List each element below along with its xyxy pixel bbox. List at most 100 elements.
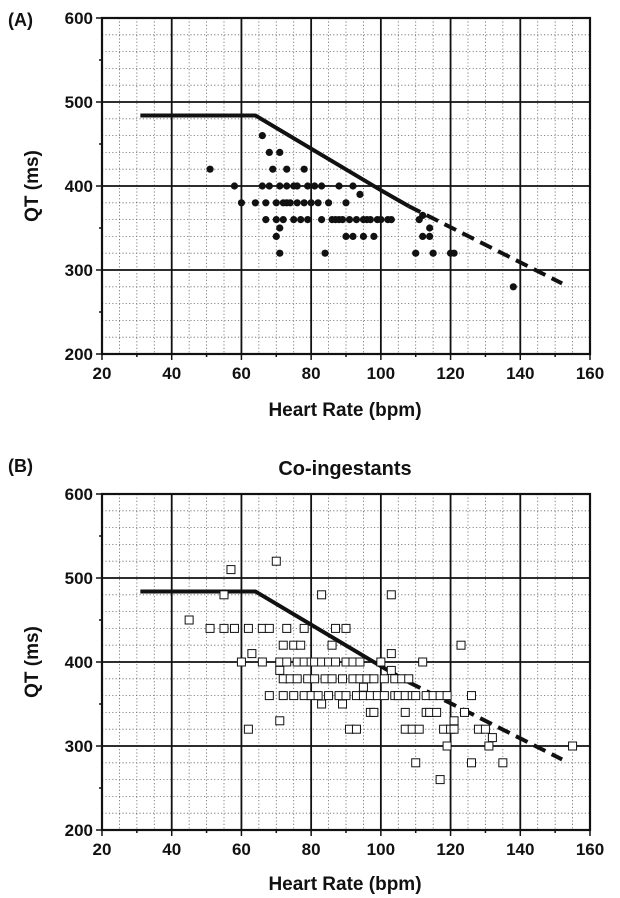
panel-a-data-point	[345, 216, 354, 224]
panel-b-data-point	[487, 733, 497, 743]
panel-b-data-point	[226, 565, 236, 575]
panel-a-x-tick-label: 20	[93, 364, 112, 383]
panel-a-y-axis-label: QT (ms)	[22, 150, 43, 222]
panel-a-data-point	[272, 216, 280, 224]
panel-a-data-point	[304, 216, 312, 224]
panel-a-data-point	[412, 249, 420, 257]
panel-b-data-point	[243, 623, 253, 633]
panel-b-data-point	[278, 691, 288, 701]
panel-a-data-point	[297, 216, 305, 224]
panel-b-y-tick-label: 400	[65, 653, 93, 672]
panel-a-data-point	[265, 182, 273, 190]
panel-a-x-tick-label: 60	[232, 364, 251, 383]
panel-b-data-point	[184, 615, 194, 625]
panel-a-data-point	[283, 165, 291, 173]
panel-a-nomogram-line	[140, 113, 564, 286]
panel-b-x-tick-label: 120	[436, 840, 464, 859]
panel-b-grid	[96, 492, 592, 836]
panel-a-data-point	[356, 190, 364, 198]
panel-b-data-point	[264, 691, 274, 701]
panel-b-y-axis-label: QT (ms)	[22, 626, 43, 698]
panel-b-data-point	[568, 741, 578, 751]
panel-a-data-point	[387, 216, 395, 224]
panel-b-data-point	[376, 657, 386, 667]
panel-b-data-point	[219, 623, 229, 633]
panel-a-x-tick-label: 160	[576, 364, 604, 383]
panel-b-data-point	[324, 691, 334, 701]
panel-b-data-point	[275, 665, 285, 675]
panel-a-data-point	[352, 216, 361, 224]
panel-a-data-point	[265, 148, 273, 156]
panel-b-x-axis-label: Heart Rate (bpm)	[268, 874, 421, 895]
panel-b-data-point	[317, 699, 327, 709]
panel-a-data-point	[300, 199, 308, 207]
panel-a-plot-frame	[100, 16, 592, 356]
panel-b-data-point	[292, 674, 302, 684]
panel-b-data-point	[411, 691, 421, 701]
panel-b-data-point	[484, 741, 494, 751]
panel-a-data-point	[349, 182, 357, 190]
panel-b-data-points	[184, 556, 578, 785]
panel-a-data-point	[279, 216, 287, 224]
panel-a-data-point	[314, 199, 322, 207]
panel-a-x-axis-label: Heart Rate (bpm)	[268, 400, 421, 421]
panel-a-data-point	[269, 165, 277, 173]
panel-b-data-point	[289, 691, 299, 701]
panel-b-data-point	[264, 623, 274, 633]
panel-b-x-tick-label: 20	[93, 840, 112, 859]
panel-b-data-point	[358, 682, 368, 692]
panel-b-data-point	[338, 699, 348, 709]
panel-b-x-tick-label: 60	[232, 840, 251, 859]
panel-b-data-point	[449, 724, 459, 734]
panel-b-y-tick-label: 500	[65, 569, 93, 588]
panel-b-data-point	[278, 640, 288, 650]
panel-a-y-tick-label: 600	[65, 9, 93, 28]
panel-a-x-tick-labels: 20 40 60 80 100 120 140 160	[93, 364, 605, 383]
panel-a-data-point	[272, 199, 280, 207]
panel-a-data-point	[429, 249, 437, 257]
panel-b-x-tick-label: 80	[302, 840, 321, 859]
panel-a-data-point	[300, 165, 308, 173]
panel-b-data-point	[282, 623, 292, 633]
panel-b-data-point	[296, 640, 306, 650]
panel-b-data-point	[449, 716, 459, 726]
panel-a-data-point	[377, 216, 385, 224]
panel-a-data-point	[324, 199, 333, 207]
panel-a-data-point	[509, 283, 517, 291]
panel-b-y-tick-label: 600	[65, 485, 93, 504]
panel-a-data-point	[286, 199, 294, 207]
panel-a-data-point	[258, 182, 266, 190]
panel-b-data-point	[435, 775, 445, 785]
panel-b-y-tick-labels: 200 300 400 500 600	[65, 485, 93, 840]
panel-a-data-point	[321, 249, 329, 257]
panel-b-data-point	[243, 724, 253, 734]
panel-b-data-point	[341, 623, 351, 633]
panel-b-data-point	[460, 707, 470, 717]
panel-b-data-point	[379, 691, 389, 701]
panel-a-data-point	[419, 232, 427, 240]
panel-a-y-tick-labels: 200 300 400 500 600	[65, 9, 93, 364]
panel-a-nomogram-dashed-segment	[407, 204, 564, 286]
panel-b-data-point	[411, 758, 421, 768]
panel-b-data-point	[271, 556, 281, 566]
panel-a-data-point	[450, 249, 458, 257]
panel-a-y-tick-label: 400	[65, 177, 93, 196]
panel-b-data-point	[404, 674, 414, 684]
panel-a-data-point	[206, 165, 214, 173]
panel-a-y-tick-label: 300	[65, 261, 93, 280]
panel-b-data-point	[386, 665, 396, 675]
panel-b-x-tick-label: 140	[506, 840, 534, 859]
panel-b-data-point	[456, 640, 466, 650]
panel-a-data-point	[366, 216, 374, 224]
panel-a-x-tick-label: 80	[302, 364, 321, 383]
panel-b-y-tick-label: 200	[65, 821, 93, 840]
panel-a-x-tick-label: 120	[436, 364, 464, 383]
panel-a-data-point	[311, 182, 319, 190]
panel-a-data-point	[276, 249, 284, 257]
panel-b-data-point	[331, 623, 341, 633]
panel-b-data-point	[247, 649, 257, 659]
panel-a-y-tick-label: 500	[65, 93, 93, 112]
panel-b-data-point	[432, 707, 442, 717]
panel-a-data-point	[342, 232, 350, 240]
